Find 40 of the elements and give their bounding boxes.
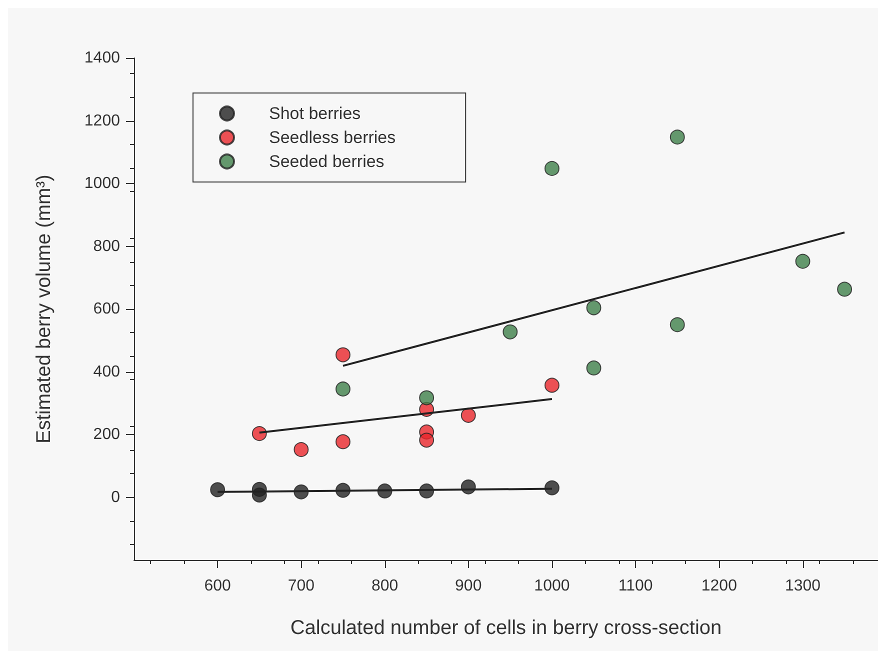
y-tick-label: 800: [93, 238, 120, 255]
x-tick-label: 800: [371, 578, 398, 594]
point: [544, 378, 560, 393]
y-tick-label: 400: [93, 363, 120, 380]
x-tick-label: 1300: [784, 578, 821, 594]
point: [837, 282, 852, 297]
point: [586, 360, 602, 376]
y-axis-title: Estimated berry volume (mm³): [33, 174, 55, 444]
point: [419, 390, 434, 406]
x-tick-label: 1200: [701, 578, 738, 594]
x-tick-label: 600: [204, 578, 232, 594]
point: [586, 300, 602, 316]
y-tick-label: 600: [93, 300, 120, 318]
point: [419, 432, 434, 448]
point: [252, 426, 267, 442]
legend-label: Shot berries: [269, 104, 361, 123]
point: [502, 324, 518, 340]
legend-label: Seeded berries: [269, 152, 384, 171]
x-tick-label: 1000: [534, 578, 570, 594]
point: [210, 482, 226, 498]
y-tick-label: 200: [93, 426, 120, 443]
point: [670, 130, 685, 145]
point: [544, 160, 560, 176]
point: [336, 347, 350, 362]
point: [795, 254, 810, 269]
y-tick-label: 1400: [84, 50, 120, 66]
point: [670, 317, 685, 332]
point: [460, 408, 476, 423]
point: [294, 442, 309, 458]
point: [336, 382, 350, 396]
x-tick-label: 900: [455, 578, 482, 594]
x-axis-title: Calculated number of cells in berry cross-section: [290, 617, 722, 639]
y-tick-label: 1200: [84, 112, 120, 130]
y-tick-label: 1000: [84, 175, 120, 192]
point: [544, 480, 560, 496]
legend-label: Seedless berries: [269, 128, 396, 147]
x-tick-label: 700: [288, 578, 315, 594]
point: [336, 434, 350, 450]
x-tick-label: 1100: [618, 578, 653, 594]
y-tick-label: 0: [111, 488, 120, 506]
